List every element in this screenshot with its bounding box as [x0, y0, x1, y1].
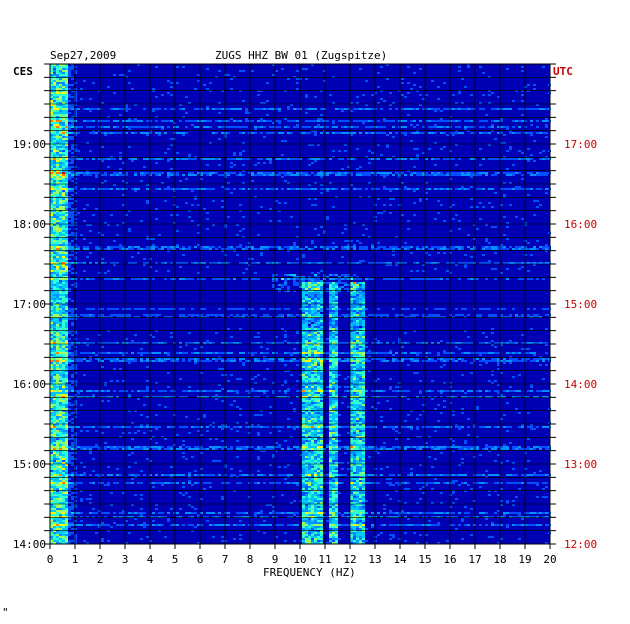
x-tick-label: 1	[72, 553, 79, 566]
x-tick-label: 6	[197, 553, 204, 566]
left-y-tick-label: 15:00	[13, 458, 46, 471]
x-tick-label: 10	[293, 553, 306, 566]
left-axis-timezone-label: CES	[13, 65, 33, 78]
x-tick-label: 5	[172, 553, 179, 566]
x-tick-label: 15	[418, 553, 431, 566]
x-tick-label: 16	[443, 553, 456, 566]
left-y-tick-label: 17:00	[13, 298, 46, 311]
right-y-tick-label: 13:00	[564, 458, 597, 471]
left-y-tick-label: 16:00	[13, 378, 46, 391]
x-tick-label: 14	[393, 553, 407, 566]
right-y-tick-label: 14:00	[564, 378, 597, 391]
x-tick-label: 12	[343, 553, 356, 566]
x-tick-label: 3	[122, 553, 129, 566]
left-y-tick-label: 14:00	[13, 538, 46, 551]
right-y-tick-label: 17:00	[564, 138, 597, 151]
station-title: ZUGS HHZ BW 01 (Zugspitze)	[215, 49, 387, 62]
x-tick-label: 19	[518, 553, 531, 566]
x-tick-label: 13	[368, 553, 381, 566]
right-y-tick-label: 15:00	[564, 298, 597, 311]
x-tick-label: 17	[468, 553, 481, 566]
footer-mark: "	[2, 606, 9, 619]
x-tick-label: 18	[493, 553, 506, 566]
x-tick-label: 2	[97, 553, 104, 566]
x-tick-label: 4	[147, 553, 154, 566]
x-tick-label: 20	[543, 553, 556, 566]
x-tick-label: 0	[47, 553, 54, 566]
right-y-tick-label: 16:00	[564, 218, 597, 231]
x-tick-label: 8	[247, 553, 254, 566]
x-tick-label: 11	[318, 553, 331, 566]
right-y-axis-ticks: 12:00 13:00 14:00 15:00 16:00 17:00	[550, 63, 597, 551]
x-tick-label: 7	[222, 553, 229, 566]
left-y-tick-label: 19:00	[13, 138, 46, 151]
right-y-tick-label: 12:00	[564, 538, 597, 551]
left-y-tick-label: 18:00	[13, 218, 46, 231]
x-axis-label: FREQUENCY (HZ)	[263, 566, 356, 579]
left-y-axis-ticks: 14:00 15:00 16:00 17:00 18:00 19:00	[13, 63, 50, 551]
right-axis-timezone-label: UTC	[553, 65, 573, 78]
x-axis-ticks: 0 1 2 3 4 5 6 7 8 9 10 11 12 13 14 15 16 17 18 19 20	[47, 544, 557, 566]
date-label: Sep27,2009	[50, 49, 116, 62]
grid-lines	[50, 64, 550, 545]
x-tick-label: 9	[272, 553, 279, 566]
